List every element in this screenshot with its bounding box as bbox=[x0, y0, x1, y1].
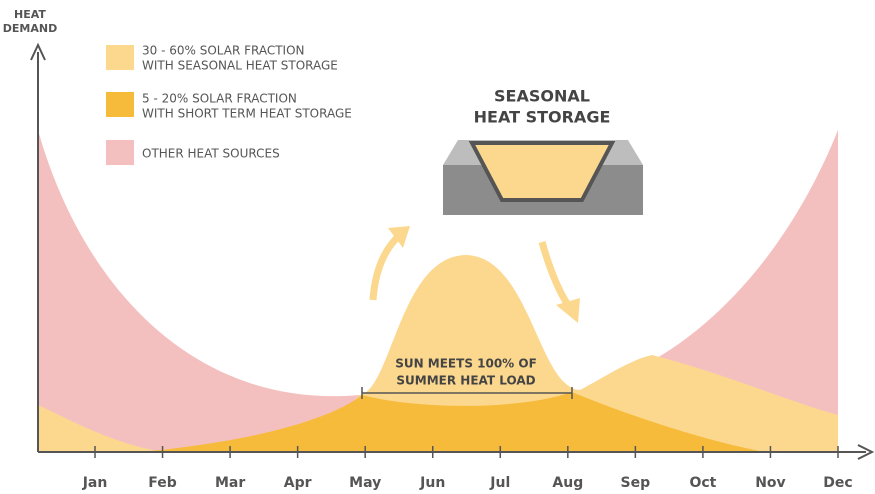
arrow-down bbox=[542, 242, 568, 305]
month-label: Oct bbox=[689, 475, 716, 491]
storage-title: HEAT STORAGE bbox=[474, 108, 611, 127]
month-label: Jul bbox=[489, 475, 510, 491]
summer-label: SUMMER HEAT LOAD bbox=[396, 374, 535, 388]
month-label: Dec bbox=[823, 475, 852, 491]
month-label: Aug bbox=[552, 475, 583, 491]
storage-icon bbox=[443, 140, 643, 215]
legend-swatch bbox=[106, 45, 134, 70]
summer-label: SUN MEETS 100% OF bbox=[395, 357, 537, 371]
month-label: Apr bbox=[284, 475, 312, 491]
diagram: HEAT DEMAND 30 - 60% SOLAR FRACTION WITH… bbox=[0, 0, 875, 494]
month-label: Jan bbox=[82, 475, 108, 491]
legend-swatch bbox=[106, 92, 134, 117]
legend-text: WITH SHORT TERM HEAT STORAGE bbox=[142, 107, 352, 121]
month-label: Mar bbox=[215, 475, 245, 491]
month-label: May bbox=[349, 475, 381, 491]
legend-text: 30 - 60% SOLAR FRACTION bbox=[142, 44, 305, 58]
legend-text: OTHER HEAT SOURCES bbox=[142, 147, 280, 161]
month-label: Jun bbox=[419, 475, 445, 491]
y-axis-label: DEMAND bbox=[3, 22, 57, 35]
arrow-up bbox=[373, 235, 400, 300]
storage-title: SEASONAL bbox=[494, 87, 590, 106]
legend-text: 5 - 20% SOLAR FRACTION bbox=[142, 92, 297, 106]
arrow-down-head bbox=[556, 298, 580, 323]
page: {"y_axis_label": ["HEAT", "DEMAND"], "le… bbox=[0, 0, 875, 494]
month-label: Sep bbox=[621, 475, 651, 491]
y-axis-label: HEAT bbox=[14, 8, 46, 21]
month-label: Nov bbox=[755, 475, 785, 491]
legend-text: WITH SEASONAL HEAT STORAGE bbox=[142, 59, 338, 73]
month-label: Feb bbox=[148, 475, 177, 491]
legend-swatch bbox=[106, 140, 134, 165]
